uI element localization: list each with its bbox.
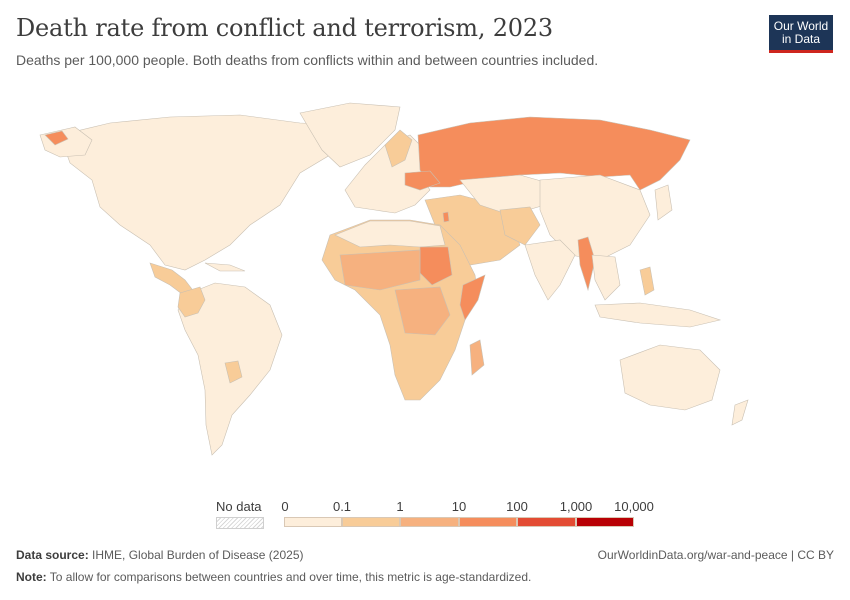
region-caribbean[interactable] (204, 262, 246, 272)
region-australia[interactable] (619, 344, 721, 411)
region-myanmar[interactable] (577, 236, 596, 292)
legend-bin-2[interactable] (400, 517, 459, 527)
note-text: To allow for comparisons between countri… (49, 570, 532, 584)
world-map (39, 102, 749, 456)
map-legend: No data 0 0.1 1 10 100 1,000 10,000 (0, 495, 850, 535)
legend-tick-4: 100 (506, 499, 528, 514)
legend-tick-1: 0.1 (332, 499, 352, 514)
region-ukraine[interactable] (404, 170, 441, 191)
region-north-america[interactable] (59, 114, 346, 271)
region-somalia[interactable] (459, 274, 486, 321)
region-new-zealand[interactable] (731, 399, 749, 426)
owid-logo[interactable]: Our World in Data (769, 15, 833, 53)
region-north-africa[interactable] (334, 220, 446, 248)
legend-bin-4[interactable] (517, 517, 576, 527)
legend-no-data-label: No data (216, 499, 262, 514)
legend-tick-6: 10,000 (614, 499, 654, 514)
legend-bin-0[interactable] (284, 517, 342, 527)
region-southeast-asia[interactable] (591, 254, 621, 301)
logo-line-1: Our World (773, 19, 829, 33)
region-scandinavia[interactable] (384, 129, 413, 168)
region-sahel[interactable] (339, 249, 421, 291)
region-israel-palestine[interactable] (442, 211, 450, 223)
region-madagascar[interactable] (469, 339, 485, 376)
region-china[interactable] (539, 174, 651, 261)
legend-tick-2: 1 (396, 499, 404, 514)
region-philippines[interactable] (639, 266, 655, 296)
footer-url[interactable]: OurWorldinData.org/war-and-peace | CC BY (597, 548, 834, 562)
chart-subtitle: Deaths per 100,000 people. Both deaths f… (16, 52, 599, 68)
land-base (39, 102, 749, 456)
legend-bin-1[interactable] (342, 517, 400, 527)
region-iceland[interactable] (44, 130, 69, 146)
region-central-africa[interactable] (394, 286, 451, 336)
legend-bin-5[interactable] (576, 517, 634, 527)
region-india[interactable] (524, 239, 576, 301)
chart-title: Death rate from conflict and terrorism, … (16, 14, 553, 42)
footer-note: Note: To allow for comparisons between c… (16, 570, 531, 584)
region-greenland[interactable] (299, 102, 401, 168)
region-paraguay[interactable] (224, 360, 243, 384)
region-indonesia[interactable] (594, 302, 722, 328)
logo-line-2: in Data (781, 32, 821, 46)
legend-tick-5: 1,000 (559, 499, 593, 514)
note-label: Note: (16, 570, 47, 584)
footer-source: Data source: IHME, Global Burden of Dise… (16, 548, 303, 562)
source-text[interactable]: IHME, Global Burden of Disease (2025) (92, 548, 304, 562)
legend-no-data-swatch (216, 517, 264, 529)
region-colombia[interactable] (177, 286, 206, 318)
region-japan[interactable] (654, 184, 673, 221)
legend-tick-0: 0 (281, 499, 289, 514)
legend-tick-3: 10 (451, 499, 467, 514)
source-label: Data source: (16, 548, 89, 562)
region-russia[interactable] (417, 116, 691, 191)
region-afghanistan-pakistan[interactable] (499, 206, 541, 246)
legend-bin-3[interactable] (459, 517, 517, 527)
